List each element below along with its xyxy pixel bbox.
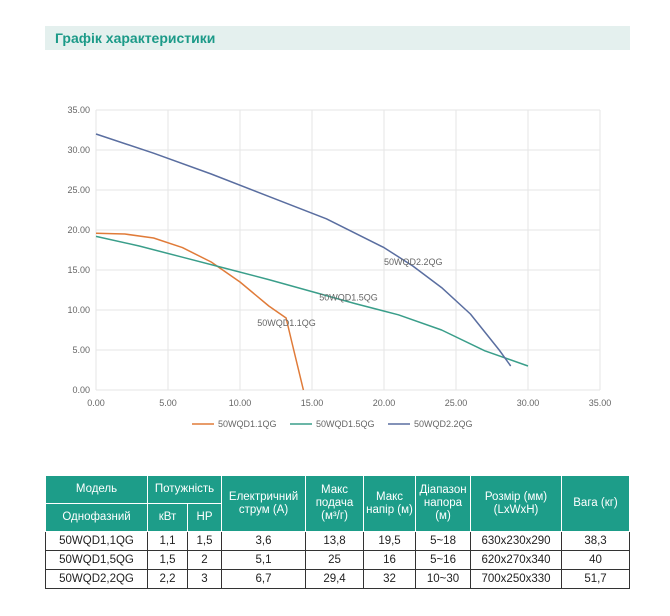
- table-cell: 1,1: [147, 531, 188, 551]
- table-cell: 32: [363, 569, 417, 589]
- col-header-kw: кВт: [147, 503, 188, 532]
- col-header-max-head: Макс напір (м): [363, 475, 417, 532]
- y-tick-label: 25.00: [67, 185, 90, 195]
- table-cell: 19,5: [363, 531, 417, 551]
- table-cell: 2,2: [147, 569, 188, 589]
- table-cell: 3,6: [221, 531, 307, 551]
- table-cell: 16: [363, 550, 417, 570]
- col-header-head-range: Діапазон напора (м): [415, 475, 472, 532]
- y-tick-label: 0.00: [72, 385, 90, 395]
- table-cell: 29,4: [305, 569, 365, 589]
- table-row: 50WQD2,2QG 2,2 3 6,7 29,4 32 10~30 700x2…: [45, 569, 631, 589]
- y-tick-label: 20.00: [67, 225, 90, 235]
- legend-label: 50WQD1.1QG: [218, 419, 277, 429]
- table-cell: 1,5: [186, 531, 223, 551]
- y-tick-label: 15.00: [67, 265, 90, 275]
- col-header-current: Електричний струм (А): [221, 475, 307, 532]
- series-annotation: 50WQD2.2QG: [384, 257, 443, 267]
- table-cell: 51,7: [561, 569, 631, 589]
- table-cell: 40: [561, 550, 631, 570]
- legend-label: 50WQD1.5QG: [316, 419, 375, 429]
- y-tick-label: 10.00: [67, 305, 90, 315]
- col-header-power: Потужність: [146, 475, 223, 504]
- series-line: [95, 232, 305, 391]
- y-tick-label: 5.00: [72, 345, 90, 355]
- table-cell: 38,3: [561, 531, 631, 551]
- table-cell: 5~16: [415, 550, 472, 570]
- table-cell: 6,7: [221, 569, 307, 589]
- col-header-model: Модель: [45, 475, 148, 504]
- table-row: 50WQD1,1QG 1,1 1,5 3,6 13,8 19,5 5~18 63…: [45, 531, 631, 551]
- x-tick-label: 0.00: [87, 398, 105, 408]
- section-header: Графік характеристики: [45, 26, 630, 50]
- series-annotation: 50WQD1.5QG: [319, 292, 378, 302]
- table-cell: 620x270x340: [470, 550, 563, 570]
- y-tick-label: 30.00: [67, 145, 90, 155]
- series-annotation: 50WQD1.1QG: [257, 318, 316, 328]
- table-cell: 50WQD2,2QG: [45, 569, 148, 589]
- col-header-size: Розмір (мм) (LxWxH): [470, 475, 563, 532]
- x-tick-label: 20.00: [373, 398, 396, 408]
- col-header-max-flow: Макс подача (м³/г): [305, 475, 365, 532]
- performance-chart: 0.00 5.00 10.00 15.00 20.00 25.00 30.00 35.00 0.…: [67, 105, 612, 429]
- table-cell: 5,1: [221, 550, 307, 570]
- table-cell: 3: [186, 569, 223, 589]
- x-tick-label: 25.00: [445, 398, 468, 408]
- table-cell: 1,5: [147, 550, 188, 570]
- y-tick-label: 35.00: [67, 105, 90, 115]
- table-cell: 25: [305, 550, 365, 570]
- specs-table: Модель Потужність Електричний струм (А) …: [45, 475, 631, 589]
- x-tick-label: 5.00: [159, 398, 177, 408]
- x-tick-label: 15.00: [301, 398, 324, 408]
- x-tick-label: 30.00: [517, 398, 540, 408]
- table-cell: 10~30: [415, 569, 472, 589]
- series-line: [95, 235, 529, 367]
- col-header-weight: Вага (кг): [561, 475, 631, 532]
- legend-label: 50WQD2.2QG: [414, 419, 473, 429]
- x-tick-label: 35.00: [589, 398, 612, 408]
- col-header-hp: HP: [186, 503, 223, 532]
- table-cell: 2: [186, 550, 223, 570]
- series-line: [95, 133, 512, 367]
- table-cell: 700x250x330: [470, 569, 563, 589]
- table-cell: 630x230x290: [470, 531, 563, 551]
- table-row: 50WQD1,5QG 1,5 2 5,1 25 16 5~16 620x270x…: [45, 550, 631, 570]
- table-cell: 13,8: [305, 531, 365, 551]
- section-title: Графік характеристики: [55, 30, 216, 46]
- x-tick-label: 10.00: [229, 398, 252, 408]
- table-cell: 5~18: [415, 531, 472, 551]
- table-cell: 50WQD1,1QG: [45, 531, 148, 551]
- table-cell: 50WQD1,5QG: [45, 550, 148, 570]
- col-header-single-phase: Однофазний: [45, 503, 148, 532]
